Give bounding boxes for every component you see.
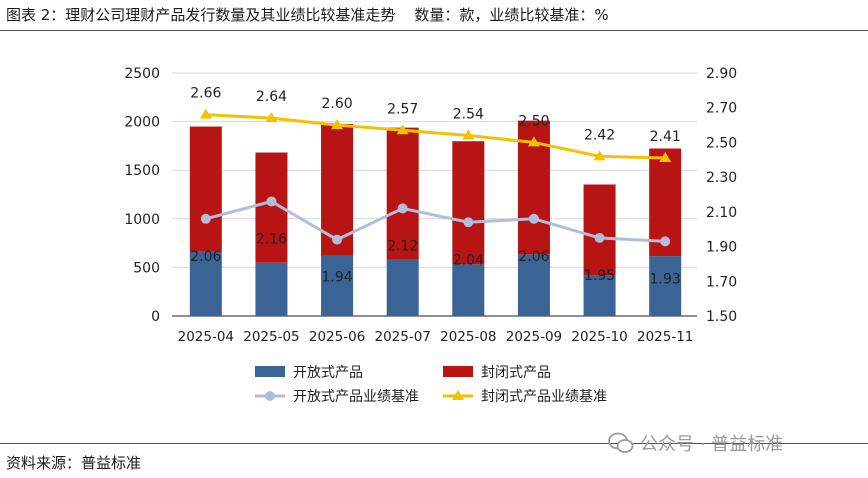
bar-open bbox=[386, 259, 419, 316]
left-tick-label: 1500 bbox=[124, 163, 160, 179]
x-tick-label: 2025-04 bbox=[178, 329, 234, 345]
x-tick-label: 2025-11 bbox=[637, 329, 693, 345]
bar-closed bbox=[189, 126, 222, 252]
x-tick-label: 2025-07 bbox=[374, 329, 430, 345]
legend-swatch bbox=[443, 366, 473, 377]
wechat-icon bbox=[608, 432, 634, 453]
legend-swatch bbox=[255, 366, 285, 377]
closed-benchmark-line bbox=[205, 113, 666, 160]
closed-benchmark-label: 2.57 bbox=[387, 101, 418, 117]
closed-benchmark-label: 2.66 bbox=[190, 86, 221, 102]
x-tick-label: 2025-08 bbox=[440, 329, 496, 345]
open-benchmark-line bbox=[205, 199, 666, 243]
right-tick-label: 1.50 bbox=[706, 309, 737, 325]
open-benchmark-label: 1.95 bbox=[584, 268, 615, 284]
closed-benchmark-marker bbox=[265, 112, 278, 123]
x-tick-label: 2025-05 bbox=[243, 329, 299, 345]
legend-marker bbox=[452, 390, 464, 400]
figure-title: 图表 2：理财公司理财产品发行数量及其业绩比较基准走势 数量：款，业绩比较基准：… bbox=[6, 6, 609, 24]
legend-label: 开放式产品业绩基准 bbox=[293, 388, 419, 405]
closed-benchmark-label: 2.64 bbox=[256, 89, 287, 105]
bar-open bbox=[583, 275, 616, 316]
left-tick-label: 500 bbox=[133, 260, 160, 276]
closed-benchmark-marker bbox=[659, 152, 672, 163]
open-benchmark-label: 2.06 bbox=[518, 249, 549, 265]
left-tick-label: 2500 bbox=[124, 66, 160, 82]
right-tick-label: 2.10 bbox=[706, 205, 737, 221]
right-tick-label: 2.30 bbox=[706, 170, 737, 186]
bar-open bbox=[189, 251, 222, 316]
closed-benchmark-marker bbox=[462, 129, 475, 140]
closed-benchmark-label: 2.60 bbox=[321, 96, 352, 112]
open-benchmark-label: 2.12 bbox=[387, 238, 418, 254]
legend-label: 封闭式产品业绩基准 bbox=[481, 388, 607, 405]
bar-open bbox=[517, 254, 550, 316]
chart: 0 500 1000 1500 2000 2500 1.50 1.70 1.90 2.10 2.30… bbox=[124, 66, 737, 405]
left-tick-label: 2000 bbox=[124, 115, 160, 131]
bar-closed bbox=[452, 141, 485, 265]
closed-benchmark-label: 2.50 bbox=[518, 113, 549, 129]
closed-benchmark-marker bbox=[396, 124, 409, 135]
closed-benchmark-label: 2.42 bbox=[584, 127, 615, 143]
bar-open bbox=[321, 255, 354, 316]
open-benchmark-label: 2.16 bbox=[256, 231, 287, 247]
bar-open bbox=[649, 256, 682, 316]
closed-benchmark-label: 2.54 bbox=[453, 106, 484, 122]
bar-open bbox=[255, 262, 288, 316]
bottom-divider bbox=[0, 443, 868, 444]
open-benchmark-marker bbox=[266, 196, 277, 207]
x-tick-label: 2025-09 bbox=[506, 329, 562, 345]
watermark: 公众号 · 普益标准 bbox=[608, 430, 783, 456]
left-tick-label: 0 bbox=[151, 309, 160, 325]
open-benchmark-marker bbox=[594, 232, 605, 243]
open-benchmark-marker bbox=[660, 236, 671, 247]
bar-closed bbox=[583, 184, 616, 276]
watermark-text: 公众号 · 普益标准 bbox=[640, 434, 784, 455]
open-benchmark-marker bbox=[463, 217, 474, 228]
legend-label: 封闭式产品 bbox=[481, 365, 551, 381]
open-benchmark-label: 2.04 bbox=[453, 252, 484, 268]
source-note: 资料来源：普益标准 bbox=[6, 454, 142, 472]
left-tick-label: 1000 bbox=[124, 212, 160, 228]
right-tick-label: 1.70 bbox=[706, 274, 737, 290]
legend-label: 开放式产品 bbox=[293, 365, 363, 381]
x-tick-label: 2025-10 bbox=[571, 329, 627, 345]
top-divider bbox=[0, 30, 868, 31]
closed-benchmark-marker bbox=[199, 108, 212, 119]
open-benchmark-marker bbox=[200, 213, 211, 224]
bar-closed bbox=[386, 127, 419, 260]
legend-marker bbox=[265, 391, 275, 401]
open-benchmark-label: 1.94 bbox=[321, 270, 352, 286]
right-tick-label: 2.50 bbox=[706, 135, 737, 151]
open-benchmark-label: 1.93 bbox=[650, 271, 681, 287]
right-tick-label: 2.70 bbox=[706, 101, 737, 117]
x-tick-label: 2025-06 bbox=[309, 329, 365, 345]
right-tick-label: 2.90 bbox=[706, 66, 737, 82]
right-tick-label: 1.90 bbox=[706, 240, 737, 256]
open-benchmark-marker bbox=[528, 213, 539, 224]
open-benchmark-label: 2.06 bbox=[190, 249, 221, 265]
bar-open bbox=[452, 264, 485, 316]
open-benchmark-marker bbox=[332, 234, 343, 245]
closed-benchmark-marker bbox=[527, 136, 540, 147]
closed-benchmark-label: 2.41 bbox=[650, 129, 681, 145]
closed-benchmark-marker bbox=[331, 119, 344, 130]
open-benchmark-marker bbox=[397, 203, 408, 214]
closed-benchmark-marker bbox=[593, 150, 606, 161]
